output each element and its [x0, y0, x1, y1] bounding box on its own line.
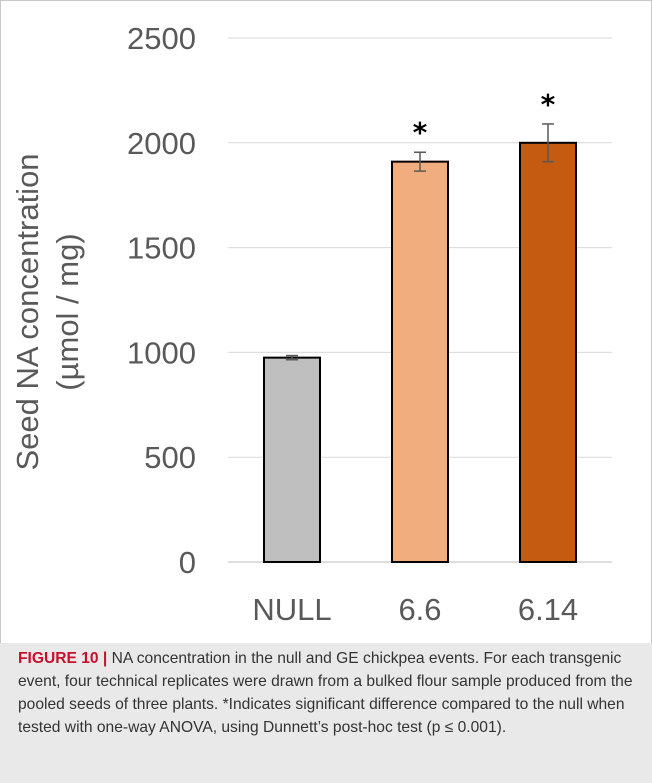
y-tick-label: 1000: [127, 335, 196, 370]
x-axis-ticks: NULL 6.6 6.14: [252, 592, 578, 627]
bars: **: [263, 88, 577, 564]
caption-text: NA concentration in the null and GE chic…: [18, 650, 633, 736]
y-axis-ticks: 0 500 1000 1500 2000 2500: [127, 21, 196, 580]
y-tick-label: 2000: [127, 126, 196, 161]
bar: [519, 141, 577, 564]
bar: [263, 356, 321, 564]
x-tick-label: 6.6: [398, 592, 441, 627]
caption-background: [0, 643, 652, 783]
bar: [391, 160, 449, 563]
figure-caption: FIGURE 10 | NA concentration in the null…: [18, 647, 636, 739]
y-tick-label: 0: [179, 545, 196, 580]
y-axis-label-line1: Seed NA concentration: [10, 153, 45, 470]
y-tick-label: 1500: [127, 231, 196, 266]
y-tick-label: 2500: [127, 21, 196, 56]
significance-marker: *: [413, 116, 428, 149]
y-axis-label-line2: (µmol / mg): [50, 233, 85, 390]
significance-marker: *: [541, 88, 556, 121]
x-tick-label: 6.14: [518, 592, 578, 627]
x-tick-label: NULL: [252, 592, 331, 627]
y-tick-label: 500: [144, 440, 196, 475]
figure-label: FIGURE 10 |: [18, 650, 108, 667]
